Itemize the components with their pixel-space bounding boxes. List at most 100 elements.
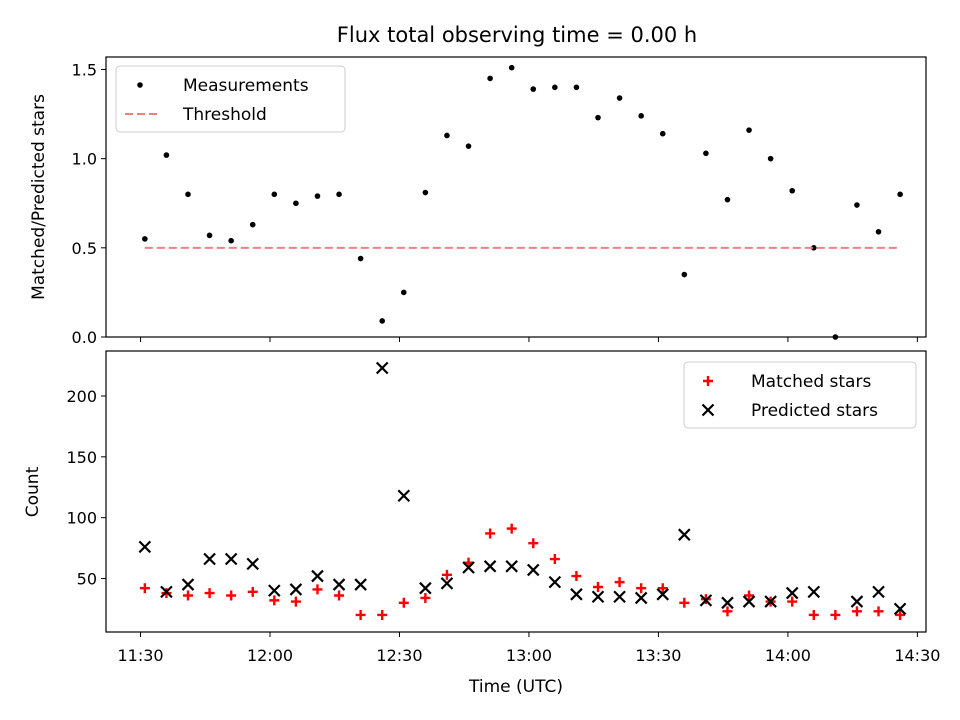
measurement-point [897,191,903,198]
predicted-stars-point [419,581,432,595]
predicted-stars-point [678,528,691,541]
legend-box [683,361,917,429]
predicted-stars-point [742,595,756,608]
measurement-point [789,187,796,194]
matched-stars-point [312,584,323,595]
top-y-axis-label: Matched/Predicted stars [29,94,49,300]
legend-label: Predicted stars [751,401,878,421]
matched-stars-point [657,583,668,594]
matched-stars-point [226,590,237,601]
measurement-point [228,237,234,244]
legend-label: Threshold [182,105,267,125]
matched-stars-point [398,597,409,608]
matched-stars-point [420,592,431,603]
predicted-stars-point [375,361,389,375]
measurement-point [595,114,601,121]
x-tick-label: 14:00 [765,646,811,665]
predicted-stars-point [289,583,303,596]
predicted-stars-point [721,596,734,610]
measurement-point [616,95,623,101]
predicted-stars-point [785,586,799,600]
y-tick-label: 1.5 [72,60,97,79]
measurement-point [336,191,342,198]
predicted-stars-point [872,585,885,599]
matched-stars-point [830,609,841,620]
predicted-stars-point [354,578,367,591]
matched-stars-point [290,596,301,607]
measurement-point [854,202,860,208]
predicted-stars-point [893,602,907,616]
matched-stars-point [441,569,452,580]
predicted-stars-point [268,584,281,597]
measurement-point [552,84,558,91]
bottom-y-axis-label: Count [23,466,43,517]
matched-stars-point [485,528,496,539]
y-tick-label: 0.5 [72,239,97,258]
measurement-point [508,64,515,71]
matched-stars-point [377,609,388,620]
matched-stars-point [873,606,884,617]
x-axis-label: Time (UTC) [468,677,563,697]
predicted-stars-point [505,560,518,573]
measurement-point [444,132,450,139]
predicted-stars-point [807,585,821,599]
predicted-stars-point [440,577,454,590]
x-tick-label: 12:30 [376,646,422,665]
matched-stars-point [204,588,215,599]
matched-stars-point [139,583,150,594]
legend-label: Matched stars [751,372,871,392]
matched-stars-point [593,581,603,592]
x-tick-label: 13:30 [635,646,681,665]
measurement-point [767,155,774,162]
matched-stars-point [895,609,906,620]
measurement-point [357,255,364,262]
y-tick-label: 100 [66,509,97,528]
predicted-stars-point [224,552,238,566]
measurement-point [530,86,537,92]
x-tick-label: 13:00 [506,646,552,665]
measurement-point [875,228,882,235]
x-tick-label: 14:30 [894,646,940,665]
predicted-stars-point [764,595,777,608]
predicted-stars-point [397,489,411,503]
measurement-point [249,221,256,228]
matched-stars-point [183,590,193,601]
predicted-stars-point [656,588,670,601]
matched-stars-point [722,606,733,617]
measurement-point [314,193,321,199]
predicted-stars-point [462,561,475,574]
measurement-point [271,191,278,198]
predicted-stars-point [526,563,540,577]
counts-panel: 50 100 150 200 11:30 12:00 12:30 13:00 13:30 14:0… [66,350,940,665]
chart-title: Flux total observing time = 0.00 h [337,23,697,47]
matched-stars-point [614,577,625,588]
predicted-stars-point [591,590,605,604]
y-tick-label: 200 [66,387,97,406]
predicted-stars-point [138,540,152,554]
predicted-stars-point [570,588,583,601]
matched-stars-point [528,538,539,549]
measurement-point [746,127,752,133]
measurement-point [142,236,148,242]
y-tick-label: 150 [66,448,97,467]
measurements-panel: 0.0 0.5 1.0 1.5 Measurements Threshold [72,56,927,347]
measurement-point [681,271,688,278]
measurement-point [379,318,386,324]
predicted-stars-point [160,585,173,599]
y-tick-label: 50 [77,569,97,588]
predicted-stars-point [246,557,260,571]
y-tick-label: 1.0 [72,150,97,169]
matched-stars-point [851,606,862,617]
plot-frame [105,350,927,633]
matched-stars-point [355,609,366,620]
predicted-stars-point [634,591,648,605]
measurement-point [703,150,709,157]
matched-stars-point [679,597,690,608]
measurement-point [185,191,191,198]
matched-stars-point [549,554,560,565]
legend: Matched stars Predicted stars [683,361,917,429]
predicted-stars-point [332,578,346,591]
predicted-stars-point [548,575,562,589]
measurement-point [573,84,580,91]
